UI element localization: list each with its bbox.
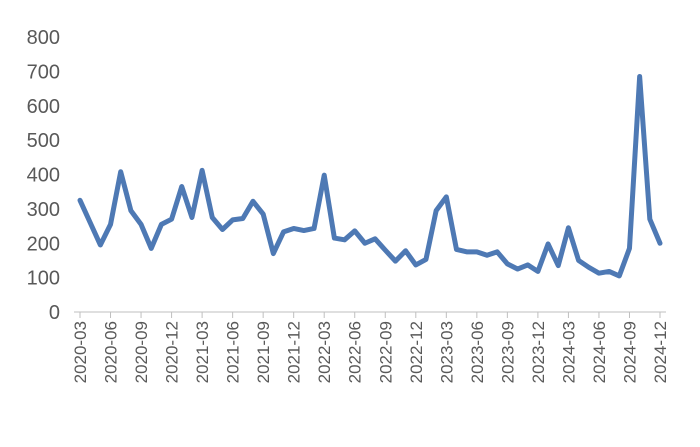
x-axis: 2020-03 2020-06 2020-09 2020-12 2021-03 2021-… <box>71 311 670 383</box>
x-tick-label: 2023-09 <box>498 321 517 383</box>
x-tick-label: 2022-06 <box>346 321 365 383</box>
y-tick-label: 800 <box>27 27 60 49</box>
y-tick-label: 700 <box>27 61 60 83</box>
x-tick-label: 2024-06 <box>590 321 609 383</box>
y-tick-label: 300 <box>27 199 60 221</box>
y-tick-label: 500 <box>27 130 60 152</box>
y-axis-ticks: 0 100 200 300 400 500 600 700 800 <box>27 27 60 324</box>
x-tick-label: 2020-12 <box>163 321 182 383</box>
x-tick-label: 2020-06 <box>102 321 121 383</box>
y-tick-label: 0 <box>49 302 60 324</box>
y-tick-label: 200 <box>27 233 60 255</box>
series-line-0 <box>77 74 663 279</box>
x-tick-label: 2023-03 <box>437 321 456 383</box>
y-tick-label: 100 <box>27 268 60 290</box>
x-tick-label: 2024-03 <box>559 321 578 383</box>
y-tick-label: 600 <box>27 96 60 118</box>
x-tick-label: 2020-03 <box>71 321 90 383</box>
x-tick-label: 2021-06 <box>224 321 243 383</box>
x-tick-label: 2021-09 <box>254 321 273 383</box>
plot-area <box>77 74 663 279</box>
x-tick-label: 2023-12 <box>529 321 548 383</box>
x-tick-label: 2023-06 <box>468 321 487 383</box>
x-tick-label: 2024-12 <box>651 321 670 383</box>
x-tick-label: 2021-12 <box>285 321 304 383</box>
x-tick-label: 2021-03 <box>193 321 212 383</box>
x-tick-label: 2022-03 <box>315 321 334 383</box>
x-tick-label: 2024-09 <box>620 321 639 383</box>
x-tick-label: 2022-09 <box>376 321 395 383</box>
y-tick-label: 400 <box>27 165 60 187</box>
x-tick-label: 2020-09 <box>132 321 151 383</box>
x-tick-label: 2022-12 <box>407 321 426 383</box>
